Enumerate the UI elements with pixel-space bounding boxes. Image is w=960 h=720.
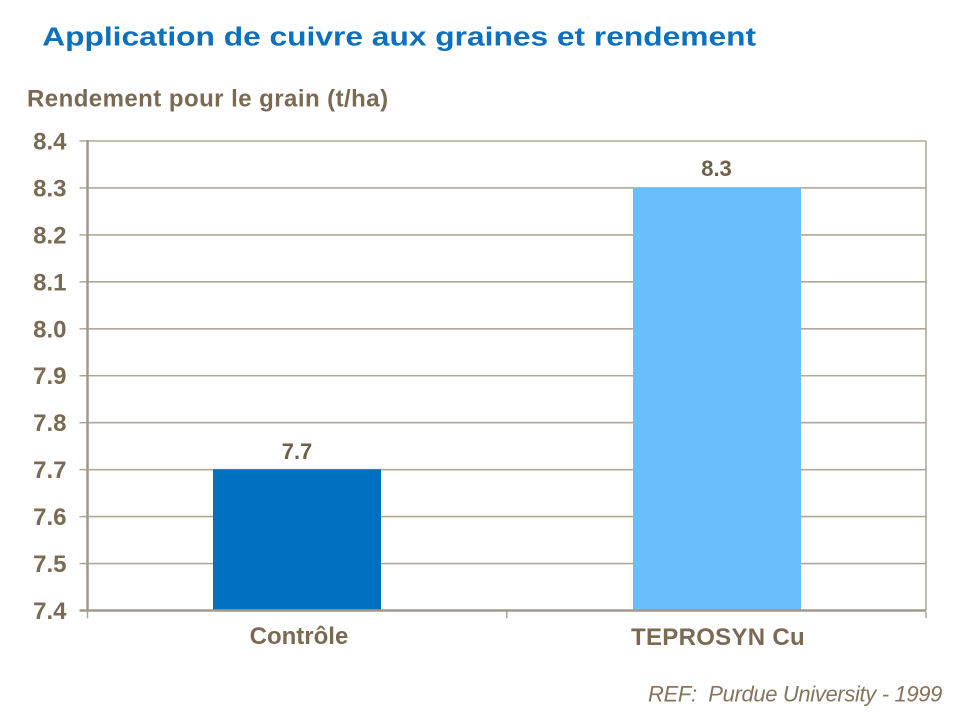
svg-text:7.7: 7.7 xyxy=(282,439,313,464)
svg-text:Contrôle: Contrôle xyxy=(250,623,349,650)
svg-text:TEPROSYN Cu: TEPROSYN Cu xyxy=(631,624,805,651)
svg-text:8.3: 8.3 xyxy=(701,156,732,181)
svg-text:7.6: 7.6 xyxy=(33,504,66,531)
svg-text:7.5: 7.5 xyxy=(33,551,66,578)
svg-text:8.3: 8.3 xyxy=(33,176,66,203)
svg-text:7.8: 7.8 xyxy=(33,410,66,437)
svg-text:Rendement pour le grain (t/ha): Rendement pour le grain (t/ha) xyxy=(27,86,389,113)
svg-text:8.2: 8.2 xyxy=(33,222,66,249)
svg-text:REF: Purdue University - 1999: REF: Purdue University - 1999 xyxy=(648,682,942,707)
svg-text:8.4: 8.4 xyxy=(33,129,67,156)
svg-text:8.1: 8.1 xyxy=(33,269,66,296)
svg-text:7.7: 7.7 xyxy=(33,457,66,484)
svg-text:Application de cuivre aux grai: Application de cuivre aux graines et ren… xyxy=(42,23,756,52)
svg-text:7.9: 7.9 xyxy=(33,363,66,390)
svg-text:8.0: 8.0 xyxy=(33,316,66,343)
svg-text:7.4: 7.4 xyxy=(33,598,67,625)
